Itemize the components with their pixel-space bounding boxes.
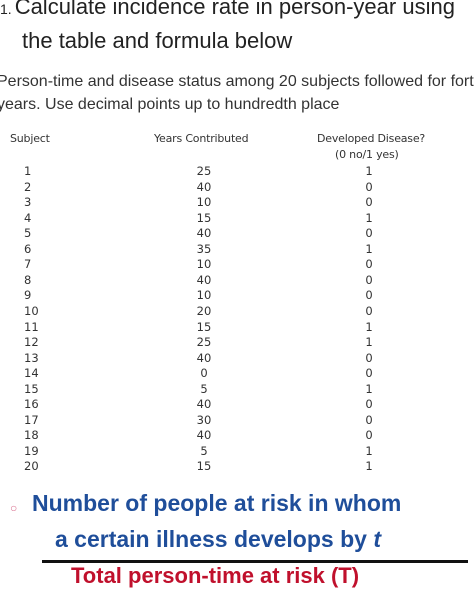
formula-numerator-line-1: Number of people at risk in whom	[32, 490, 402, 516]
cell-subject: 8	[24, 272, 32, 287]
table-row: 13 40 0	[0, 351, 474, 367]
cell-years: 5	[200, 381, 208, 396]
table-row: 8 40 0	[0, 273, 474, 289]
cell-developed: 1	[365, 241, 373, 256]
cell-developed: 0	[365, 288, 373, 303]
cell-years: 30	[196, 412, 212, 427]
cell-developed: 0	[365, 428, 373, 443]
cell-subject: 3	[24, 195, 32, 210]
cell-subject: 6	[24, 241, 32, 256]
cell-years: 40	[196, 179, 212, 194]
cell-subject: 16	[24, 397, 39, 412]
table-row: 9 10 0	[0, 288, 474, 304]
cell-developed: 0	[365, 412, 373, 427]
table-row: 16 40 0	[0, 397, 474, 413]
cell-developed: 0	[365, 226, 373, 241]
table-row: 1 25 1	[0, 164, 474, 180]
cell-years: 40	[196, 350, 212, 365]
cell-developed: 0	[365, 366, 373, 381]
table-row: 15 5 1	[0, 382, 474, 398]
column-header-years: Years Contributed	[154, 132, 249, 145]
table-row: 5 40 0	[0, 226, 474, 242]
cell-developed: 1	[365, 459, 373, 474]
cell-years: 40	[196, 272, 212, 287]
cell-developed: 0	[365, 195, 373, 210]
cell-years: 15	[196, 319, 212, 334]
cell-years: 20	[196, 303, 212, 318]
cell-developed: 1	[365, 210, 373, 225]
table-row: 2 40 0	[0, 180, 474, 196]
column-header-developed: Developed Disease?	[317, 132, 426, 145]
cell-subject: 1	[24, 164, 32, 178]
cell-developed: 0	[365, 272, 373, 287]
cell-developed: 0	[365, 303, 373, 318]
cell-years: 0	[200, 366, 208, 381]
question-text-1: Calculate incidence rate in person-year …	[14, 0, 455, 19]
cell-years: 40	[196, 428, 212, 443]
formula-numerator-text: a certain illness develops by	[55, 526, 367, 552]
cell-subject: 18	[24, 428, 39, 443]
cell-years: 35	[196, 241, 212, 256]
cell-years: 10	[196, 257, 212, 272]
column-header-developed-sub: (0 no/1 yes)	[335, 148, 399, 161]
question-line-1: 1. Calculate incidence rate in person-yea…	[0, 0, 455, 20]
cell-years: 40	[196, 226, 212, 241]
table-row: 7 10 0	[0, 257, 474, 273]
cell-years: 25	[196, 164, 212, 178]
question-line-2: the table and formula below	[22, 28, 293, 53]
column-header-subject: Subject	[10, 132, 50, 145]
table-row: 10 20 0	[0, 304, 474, 320]
cell-years: 5	[200, 443, 208, 458]
cell-years: 40	[196, 397, 212, 412]
formula-numerator-variable: t	[373, 526, 381, 552]
table-row: 18 40 0	[0, 428, 474, 444]
cell-subject: 11	[24, 319, 39, 334]
table-row: 4 15 1	[0, 211, 474, 227]
cell-developed: 1	[365, 319, 373, 334]
cell-subject: 14	[24, 366, 39, 381]
cell-years: 10	[196, 288, 212, 303]
question-number: 1.	[0, 1, 12, 17]
cell-developed: 0	[365, 397, 373, 412]
circle-bullet-icon: ○	[10, 501, 18, 515]
cell-developed: 0	[365, 257, 373, 272]
cell-subject: 7	[24, 257, 32, 272]
cell-years: 25	[196, 335, 212, 350]
cell-developed: 1	[365, 381, 373, 396]
cell-subject: 19	[24, 443, 39, 458]
table-row: 17 30 0	[0, 413, 474, 429]
cell-subject: 15	[24, 381, 39, 396]
cell-developed: 0	[365, 179, 373, 194]
intro-line-2: years. Use decimal points up to hundredt…	[0, 96, 340, 113]
table-row: 11 15 1	[0, 320, 474, 336]
table-row: 3 10 0	[0, 195, 474, 211]
table-row: 12 25 1	[0, 335, 474, 351]
cell-developed: 1	[365, 335, 373, 350]
cell-developed: 1	[365, 443, 373, 458]
formula-denominator: Total person-time at risk (T)	[71, 563, 360, 588]
cell-developed: 1	[365, 164, 373, 178]
intro-line-1: Person-time and disease status among 20 …	[0, 73, 474, 90]
table-row: 19 5 1	[0, 444, 474, 460]
table-row: 6 35 1	[0, 242, 474, 258]
cell-subject: 5	[24, 226, 32, 241]
cell-years: 15	[196, 459, 212, 474]
cell-subject: 20	[24, 459, 39, 474]
table-row: 14 0 0	[0, 366, 474, 382]
table-row: 20 15 1	[0, 459, 474, 475]
cell-subject: 2	[24, 179, 32, 194]
cell-subject: 10	[24, 303, 39, 318]
cell-subject: 17	[24, 412, 39, 427]
cell-developed: 0	[365, 350, 373, 365]
cell-subject: 9	[24, 288, 32, 303]
cell-years: 15	[196, 210, 212, 225]
formula-numerator-line-2: a certain illness develops by t	[55, 526, 381, 553]
cell-subject: 12	[24, 335, 39, 350]
fraction-bar	[42, 560, 468, 563]
cell-years: 10	[196, 195, 212, 210]
cell-subject: 4	[24, 210, 32, 225]
cell-subject: 13	[24, 350, 39, 365]
